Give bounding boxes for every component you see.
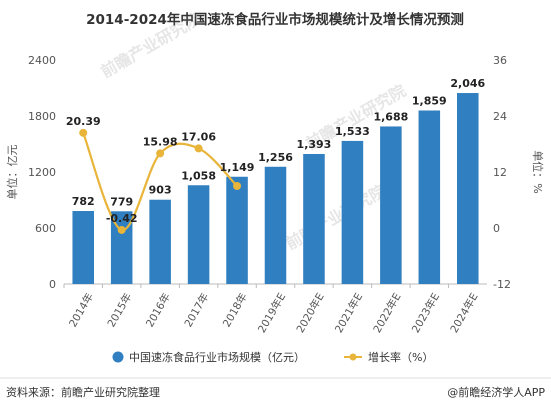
y-left-tick-label: 1800 xyxy=(28,110,56,123)
y-right-tick-label: 24 xyxy=(493,110,507,123)
x-tick-label: 2020年E xyxy=(294,291,327,335)
x-tick-label: 2018年 xyxy=(220,291,250,330)
x-tick-label: 2022年E xyxy=(371,291,404,335)
left-axis-title: 单位：亿元 xyxy=(5,145,19,200)
bar xyxy=(418,110,441,284)
bar xyxy=(380,126,402,284)
x-tick-label: 2014年 xyxy=(66,291,96,330)
growth-value-label: 17.06 xyxy=(181,130,216,143)
legend-line-dot xyxy=(349,353,357,361)
chart-title: 2014-2024年中国速冻食品行业市场规模统计及增长情况预测 xyxy=(86,11,464,28)
bar-value-label: 1,859 xyxy=(412,94,447,107)
x-tick-label: 2016年 xyxy=(143,291,173,330)
bar xyxy=(264,166,287,284)
x-tick-label: 2021年E xyxy=(332,291,365,335)
growth-value-label: -0.42 xyxy=(106,212,138,225)
bar-value-label: 782 xyxy=(72,195,95,208)
bar xyxy=(149,199,171,284)
bar-value-label: 903 xyxy=(149,184,172,197)
growth-point xyxy=(117,225,126,234)
growth-point xyxy=(194,144,203,153)
y-left-tick-label: 600 xyxy=(35,222,56,235)
bar-value-label: 1,256 xyxy=(258,151,293,164)
legend: 中国速冻食品行业市场规模（亿元） 增长率（%） xyxy=(112,350,433,364)
bar-value-label: 1,058 xyxy=(181,169,216,182)
bar xyxy=(187,185,210,284)
bar-value-label: 1,533 xyxy=(335,125,370,138)
x-tick-label: 2015年 xyxy=(105,291,135,330)
bar xyxy=(457,93,479,284)
growth-point xyxy=(233,182,242,190)
growth-point xyxy=(156,149,165,158)
legend-bar-marker xyxy=(112,351,124,363)
bar xyxy=(303,153,325,284)
bar-value-label: 1,688 xyxy=(373,110,408,123)
y-left-tick-label: 0 xyxy=(49,278,56,291)
x-tick-label: 2023年E xyxy=(409,291,442,335)
growth-value-label: 20.39 xyxy=(66,115,101,128)
x-tick-label: 2017年 xyxy=(182,291,212,330)
bar xyxy=(110,211,133,284)
brand-credit: @前瞻经济学人APP xyxy=(447,385,545,399)
bar-value-label: 779 xyxy=(110,195,133,208)
bar xyxy=(226,176,248,284)
bar-series xyxy=(72,93,479,284)
y-right-tick-label: 36 xyxy=(493,54,507,67)
growth-point xyxy=(79,128,88,137)
growth-value-label: 15.98 xyxy=(143,135,178,148)
growth-line xyxy=(82,132,238,232)
line-series xyxy=(79,128,242,234)
x-tick-label: 2019年E xyxy=(255,291,288,335)
x-tick-label: 2024年E xyxy=(447,291,480,335)
bar-value-label: 2,046 xyxy=(450,77,485,90)
bar xyxy=(72,211,94,284)
bar xyxy=(341,140,364,284)
y-left-tick-label: 2400 xyxy=(28,54,56,67)
y-right-tick-label: -12 xyxy=(493,278,511,291)
legend-bar-label: 中国速冻食品行业市场规模（亿元） xyxy=(129,350,305,364)
y-right-tick-label: 0 xyxy=(493,222,500,235)
bar-value-label: 1,149 xyxy=(220,161,255,174)
legend-line-label: 增长率（%） xyxy=(368,350,433,364)
source-note: 资料来源：前瞻产业研究院整理 xyxy=(6,385,160,399)
right-axis-title: 单位：% xyxy=(531,150,545,193)
watermark-text: 前瞻产业研究院 xyxy=(283,181,390,253)
y-right-tick-label: 12 xyxy=(493,166,507,179)
y-left-tick-label: 1200 xyxy=(28,166,56,179)
bar-value-label: 1,393 xyxy=(297,138,332,151)
